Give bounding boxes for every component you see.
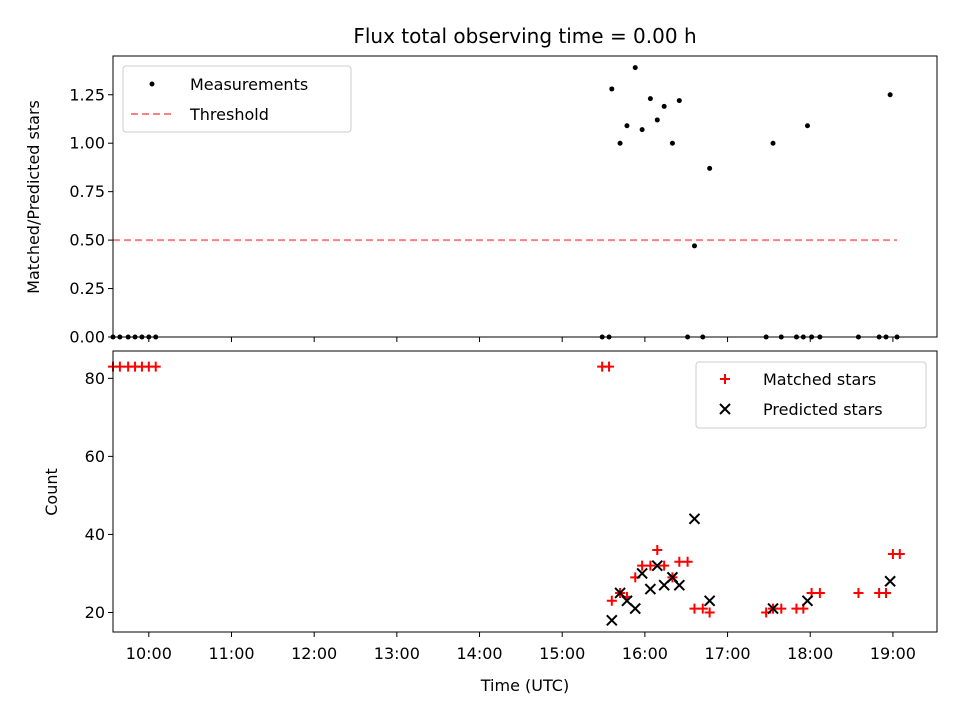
chart-title: Flux total observing time = 0.00 h xyxy=(353,24,696,48)
bottom-y-axis-label: Count xyxy=(42,468,61,516)
bottom-x-ticks: 10:00 11:00 12:00 13:00 14:00 15:00 16:00 17:00… xyxy=(126,632,916,663)
x-tick-label: 13:00 xyxy=(374,644,420,663)
top-x-ticks xyxy=(148,337,894,342)
matched-star-point xyxy=(776,603,787,614)
x-axis-label: Time (UTC) xyxy=(480,676,569,695)
measurement-point xyxy=(691,243,697,249)
top-y-tick-label: 0.00 xyxy=(69,328,105,347)
predicted-star-point xyxy=(644,583,657,595)
measurement-point xyxy=(707,165,713,171)
measurement-point xyxy=(624,123,630,129)
bottom-y-tick-label: 80 xyxy=(85,369,105,388)
predicted-star-point xyxy=(801,595,814,607)
measurement-point xyxy=(647,96,653,102)
measurement-point xyxy=(609,86,615,92)
matched-star-point xyxy=(814,587,825,598)
legend-measurements-label: Measurements xyxy=(190,75,308,94)
top-axes-frame xyxy=(112,55,938,338)
x-tick-label: 17:00 xyxy=(705,644,751,663)
x-tick-label: 16:00 xyxy=(622,644,668,663)
top-y-tick-label: 0.50 xyxy=(69,231,105,250)
measurement-point xyxy=(669,140,675,146)
matched-star-point xyxy=(645,560,656,571)
x-tick-label: 11:00 xyxy=(208,644,254,663)
measurement-point xyxy=(676,98,682,104)
measurement-point xyxy=(661,103,667,109)
predicted-star-point xyxy=(767,602,779,615)
top-y-ticks: 0.00 0.25 0.50 0.75 1.00 1.25 xyxy=(69,85,113,347)
predicted-star-point xyxy=(703,595,716,607)
top-panel: 0.00 0.25 0.50 0.75 1.00 1.25 Matched/Predict… xyxy=(24,55,938,347)
measurement-point xyxy=(639,127,645,133)
x-tick-label: 12:00 xyxy=(291,644,337,663)
x-tick-label: 14:00 xyxy=(456,644,502,663)
predicted-star-point xyxy=(606,614,618,626)
matched-star-point xyxy=(894,548,905,559)
measurement-point xyxy=(887,92,893,98)
top-y-axis-label: Matched/Predicted stars xyxy=(24,100,43,294)
matched-star-point xyxy=(606,595,617,606)
legend-predicted-marker xyxy=(719,403,731,415)
measurement-point xyxy=(770,140,776,146)
matched-star-point xyxy=(604,361,615,372)
matched-star-point xyxy=(853,587,864,598)
x-tick-label: 18:00 xyxy=(787,644,833,663)
top-y-tick-label: 1.00 xyxy=(69,134,105,153)
legend-matched-label: Matched stars xyxy=(763,370,876,389)
bottom-plot-marks xyxy=(108,361,905,626)
top-y-tick-label: 1.25 xyxy=(69,85,105,104)
x-tick-label: 15:00 xyxy=(539,644,585,663)
matched-star-point xyxy=(652,545,663,556)
measurement-point xyxy=(804,123,810,129)
bottom-y-tick-label: 60 xyxy=(85,447,105,466)
predicted-star-point xyxy=(636,567,648,580)
matched-star-point xyxy=(881,587,892,598)
predicted-star-point xyxy=(651,559,663,572)
matched-star-point xyxy=(150,361,161,372)
matched-star-point xyxy=(682,556,693,567)
legend-matched-marker xyxy=(720,374,730,384)
matched-star-point xyxy=(659,560,670,571)
bottom-y-tick-label: 40 xyxy=(85,525,105,544)
predicted-star-point xyxy=(629,602,641,615)
measurement-point xyxy=(654,117,660,123)
legend-measurements-marker xyxy=(149,81,155,87)
bottom-y-tick-label: 20 xyxy=(85,603,105,622)
top-legend: Measurements Threshold xyxy=(122,65,352,133)
measurement-point xyxy=(632,65,638,71)
bottom-legend-frame xyxy=(695,361,927,429)
predicted-star-point xyxy=(673,579,686,591)
top-y-tick-label: 0.25 xyxy=(69,279,105,298)
top-y-tick-label: 0.75 xyxy=(69,182,105,201)
legend-predicted-label: Predicted stars xyxy=(763,400,883,419)
predicted-star-point xyxy=(884,575,896,587)
x-tick-label: 10:00 xyxy=(126,644,172,663)
top-legend-frame xyxy=(122,65,352,133)
matched-star-point xyxy=(697,603,708,614)
measurement-point xyxy=(617,140,623,146)
predicted-star-point xyxy=(688,513,701,525)
bottom-legend: Matched stars Predicted stars xyxy=(695,361,927,429)
matched-star-point xyxy=(704,607,715,618)
legend-threshold-label: Threshold xyxy=(189,105,269,124)
bottom-y-ticks: 20 40 60 80 xyxy=(85,369,113,622)
x-tick-label: 19:00 xyxy=(870,644,916,663)
bottom-axes-frame xyxy=(112,350,938,633)
